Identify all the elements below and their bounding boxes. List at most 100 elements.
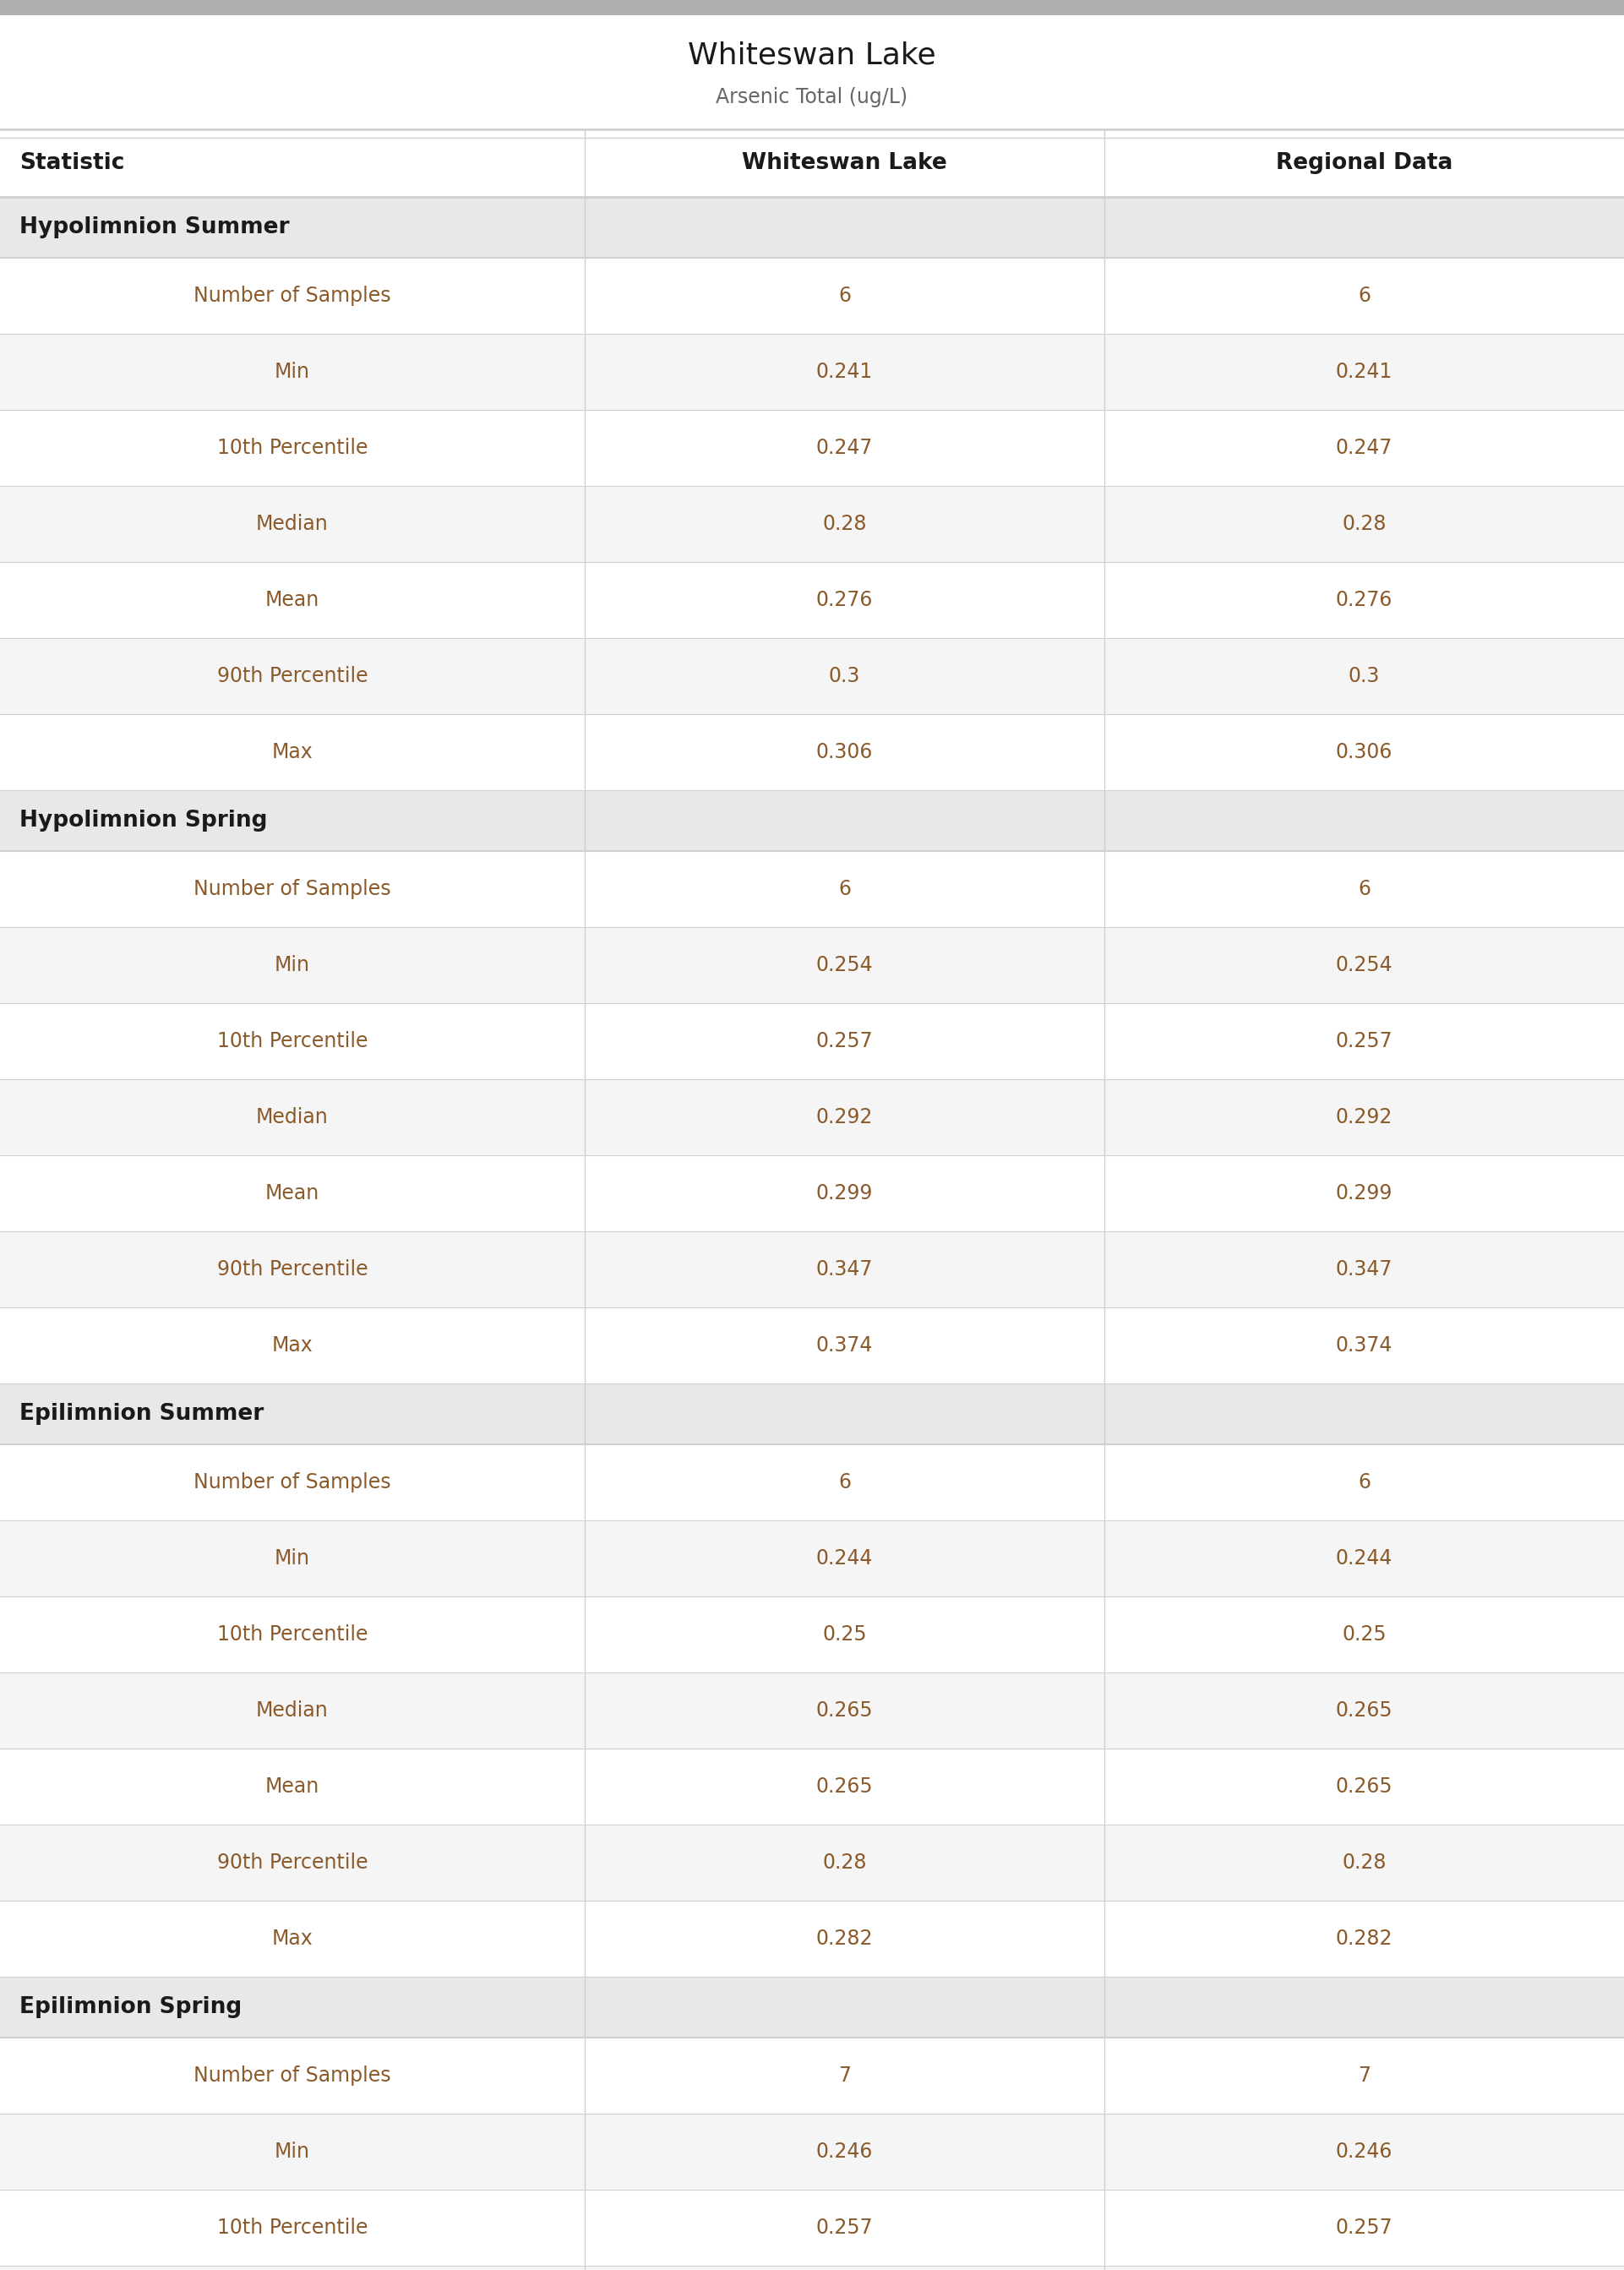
Text: 0.276: 0.276 xyxy=(815,590,874,611)
Text: 0.247: 0.247 xyxy=(815,438,874,459)
Text: Whiteswan Lake: Whiteswan Lake xyxy=(689,41,935,70)
Bar xyxy=(0,715,1624,790)
Text: 90th Percentile: 90th Percentile xyxy=(218,665,367,686)
Text: 0.306: 0.306 xyxy=(815,742,874,763)
Text: 0.292: 0.292 xyxy=(815,1108,874,1128)
Text: 6: 6 xyxy=(838,878,851,899)
Text: 0.265: 0.265 xyxy=(1335,1700,1393,1721)
Bar xyxy=(0,1748,1624,1825)
Text: 0.3: 0.3 xyxy=(1348,665,1380,686)
Text: Number of Samples: Number of Samples xyxy=(193,286,391,306)
Text: 0.292: 0.292 xyxy=(1335,1108,1393,1128)
Text: 0.374: 0.374 xyxy=(1335,1335,1393,1355)
Bar xyxy=(0,1230,1624,1308)
Text: Regional Data: Regional Data xyxy=(1276,152,1452,175)
Text: 0.28: 0.28 xyxy=(822,513,867,533)
Text: 0.241: 0.241 xyxy=(817,361,872,381)
Text: 0.28: 0.28 xyxy=(1341,1852,1387,1873)
Bar xyxy=(0,1155,1624,1230)
Text: 90th Percentile: 90th Percentile xyxy=(218,1260,367,1280)
Text: 0.347: 0.347 xyxy=(815,1260,874,1280)
Bar xyxy=(0,638,1624,715)
Text: Max: Max xyxy=(271,1930,313,1950)
Text: Min: Min xyxy=(274,1548,310,1569)
Text: 0.257: 0.257 xyxy=(815,2218,874,2238)
Text: Mean: Mean xyxy=(265,590,320,611)
Text: Min: Min xyxy=(274,361,310,381)
Bar xyxy=(0,16,1624,129)
Bar xyxy=(0,1521,1624,1596)
Bar xyxy=(0,411,1624,486)
Text: 0.246: 0.246 xyxy=(815,2141,874,2161)
Text: 0.299: 0.299 xyxy=(815,1183,874,1203)
Bar xyxy=(0,486,1624,563)
Text: 0.257: 0.257 xyxy=(1335,1031,1393,1051)
Bar xyxy=(0,1673,1624,1748)
Text: 0.282: 0.282 xyxy=(1335,1930,1393,1950)
Text: Statistic: Statistic xyxy=(19,152,125,175)
Bar xyxy=(0,851,1624,926)
Bar xyxy=(0,1308,1624,1382)
Text: 7: 7 xyxy=(1358,2066,1371,2086)
Text: 0.25: 0.25 xyxy=(822,1625,867,1643)
Bar xyxy=(0,1078,1624,1155)
Text: 0.265: 0.265 xyxy=(815,1777,874,1798)
Text: 0.257: 0.257 xyxy=(1335,2218,1393,2238)
Bar xyxy=(0,2113,1624,2191)
Text: Number of Samples: Number of Samples xyxy=(193,2066,391,2086)
Text: Mean: Mean xyxy=(265,1777,320,1798)
Text: 6: 6 xyxy=(838,286,851,306)
Text: 90th Percentile: 90th Percentile xyxy=(218,1852,367,1873)
Text: Min: Min xyxy=(274,956,310,976)
Text: 0.28: 0.28 xyxy=(822,1852,867,1873)
Text: 0.244: 0.244 xyxy=(1335,1548,1393,1569)
Bar xyxy=(0,0,1624,16)
Text: Number of Samples: Number of Samples xyxy=(193,878,391,899)
Text: Number of Samples: Number of Samples xyxy=(193,1473,391,1491)
Bar xyxy=(0,1977,1624,2038)
Text: Median: Median xyxy=(257,513,328,533)
Bar xyxy=(0,926,1624,1003)
Text: 10th Percentile: 10th Percentile xyxy=(218,1625,367,1643)
Text: 6: 6 xyxy=(1358,878,1371,899)
Bar xyxy=(0,1900,1624,1977)
Text: 6: 6 xyxy=(838,1473,851,1491)
Text: 0.374: 0.374 xyxy=(815,1335,874,1355)
Text: Median: Median xyxy=(257,1700,328,1721)
Text: 0.347: 0.347 xyxy=(1335,1260,1393,1280)
Text: Epilimnion Summer: Epilimnion Summer xyxy=(19,1403,263,1426)
Text: 0.299: 0.299 xyxy=(1335,1183,1393,1203)
Text: 10th Percentile: 10th Percentile xyxy=(218,2218,367,2238)
Text: 0.265: 0.265 xyxy=(1335,1777,1393,1798)
Bar xyxy=(0,1825,1624,1900)
Text: Max: Max xyxy=(271,742,313,763)
Text: 0.254: 0.254 xyxy=(815,956,874,976)
Text: 0.244: 0.244 xyxy=(815,1548,874,1569)
Text: 10th Percentile: 10th Percentile xyxy=(218,1031,367,1051)
Bar xyxy=(0,790,1624,851)
Text: Mean: Mean xyxy=(265,1183,320,1203)
Bar xyxy=(0,197,1624,259)
Text: 0.257: 0.257 xyxy=(815,1031,874,1051)
Text: Median: Median xyxy=(257,1108,328,1128)
Bar xyxy=(0,1382,1624,1444)
Bar xyxy=(0,2265,1624,2270)
Text: 7: 7 xyxy=(838,2066,851,2086)
Text: 0.282: 0.282 xyxy=(815,1930,874,1950)
Text: 0.306: 0.306 xyxy=(1335,742,1393,763)
Bar xyxy=(0,1596,1624,1673)
Bar xyxy=(0,1003,1624,1078)
Bar xyxy=(0,259,1624,334)
Text: 0.276: 0.276 xyxy=(1335,590,1393,611)
Bar xyxy=(0,334,1624,411)
Text: 0.247: 0.247 xyxy=(1335,438,1393,459)
Text: 6: 6 xyxy=(1358,1473,1371,1491)
Text: 10th Percentile: 10th Percentile xyxy=(218,438,367,459)
Text: Epilimnion Spring: Epilimnion Spring xyxy=(19,1995,242,2018)
Text: 0.25: 0.25 xyxy=(1341,1625,1387,1643)
Text: Whiteswan Lake: Whiteswan Lake xyxy=(742,152,947,175)
Text: 0.265: 0.265 xyxy=(815,1700,874,1721)
Bar xyxy=(0,1444,1624,1521)
Bar xyxy=(0,563,1624,638)
Text: Hypolimnion Summer: Hypolimnion Summer xyxy=(19,216,289,238)
